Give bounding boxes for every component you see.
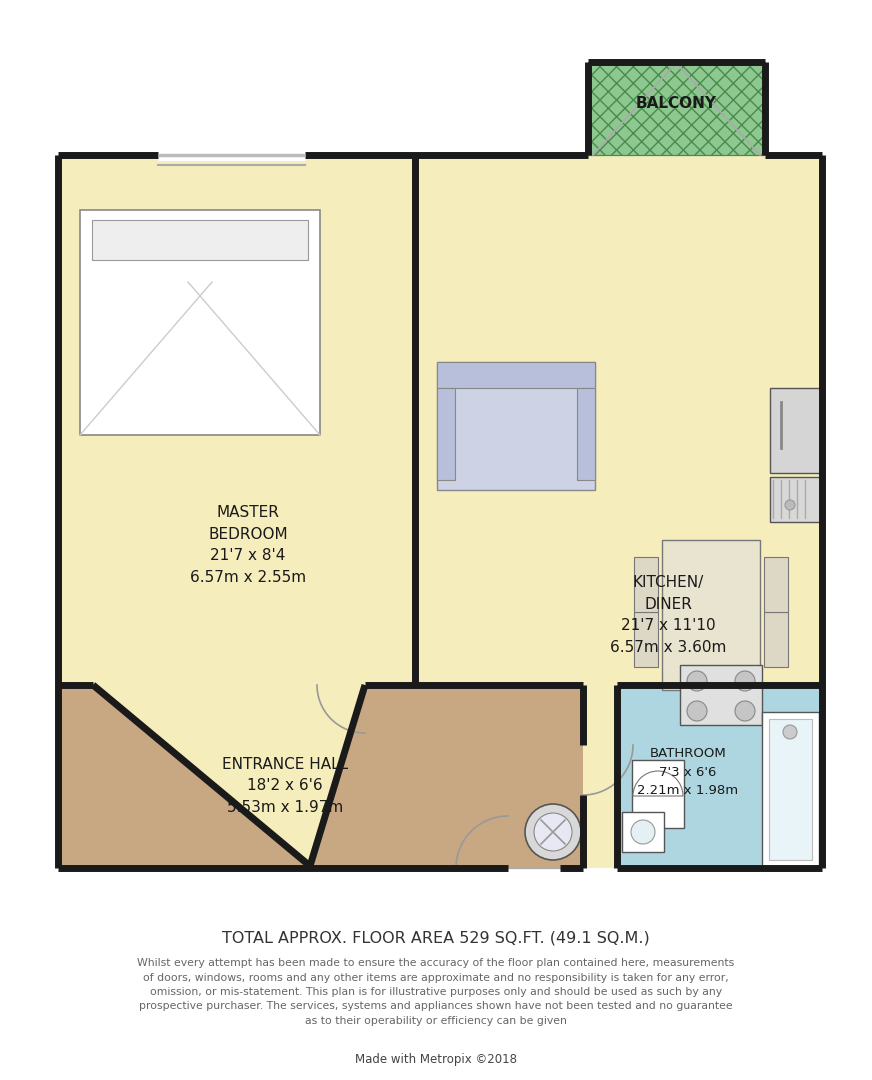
Bar — [634, 557, 658, 612]
Circle shape — [785, 500, 795, 510]
Text: BATHROOM
7'3 x 6'6
2.21m x 1.98m: BATHROOM 7'3 x 6'6 2.21m x 1.98m — [637, 747, 739, 797]
Circle shape — [687, 671, 707, 691]
Bar — [764, 612, 788, 667]
Bar — [437, 362, 595, 490]
Bar — [762, 712, 819, 867]
Circle shape — [783, 725, 797, 739]
Bar — [764, 557, 788, 612]
Circle shape — [631, 820, 655, 843]
Polygon shape — [58, 156, 415, 866]
Bar — [92, 220, 308, 260]
Text: TOTAL APPROX. FLOOR AREA 529 SQ.FT. (49.1 SQ.M.): TOTAL APPROX. FLOOR AREA 529 SQ.FT. (49.… — [222, 931, 650, 945]
Text: Made with Metropix ©2018: Made with Metropix ©2018 — [355, 1053, 517, 1067]
Wedge shape — [633, 771, 683, 796]
Circle shape — [534, 813, 572, 851]
Circle shape — [735, 701, 755, 721]
Bar — [634, 612, 658, 667]
Bar — [770, 477, 820, 522]
Bar — [769, 719, 812, 860]
Polygon shape — [617, 685, 822, 868]
Polygon shape — [415, 62, 822, 868]
Bar — [632, 760, 684, 828]
Bar — [437, 388, 455, 480]
Bar — [680, 665, 762, 725]
Bar — [437, 362, 595, 388]
Text: ENTRANCE HALL
18'2 x 6'6
5.53m x 1.97m: ENTRANCE HALL 18'2 x 6'6 5.53m x 1.97m — [222, 757, 348, 815]
Polygon shape — [58, 685, 583, 868]
Text: MASTER
BEDROOM
21'7 x 8'4
6.57m x 2.55m: MASTER BEDROOM 21'7 x 8'4 6.57m x 2.55m — [190, 505, 306, 585]
Circle shape — [687, 701, 707, 721]
Polygon shape — [588, 62, 765, 156]
Bar — [770, 388, 820, 473]
Text: BALCONY: BALCONY — [636, 96, 717, 111]
Bar — [622, 812, 664, 852]
Text: KITCHEN/
DINER
21'7 x 11'10
6.57m x 3.60m: KITCHEN/ DINER 21'7 x 11'10 6.57m x 3.60… — [610, 575, 726, 654]
Circle shape — [525, 804, 581, 860]
Bar — [577, 388, 595, 480]
Text: Whilst every attempt has been made to ensure the accuracy of the floor plan cont: Whilst every attempt has been made to en… — [138, 958, 734, 1026]
Bar — [80, 210, 320, 435]
Circle shape — [735, 671, 755, 691]
Bar — [662, 540, 760, 690]
